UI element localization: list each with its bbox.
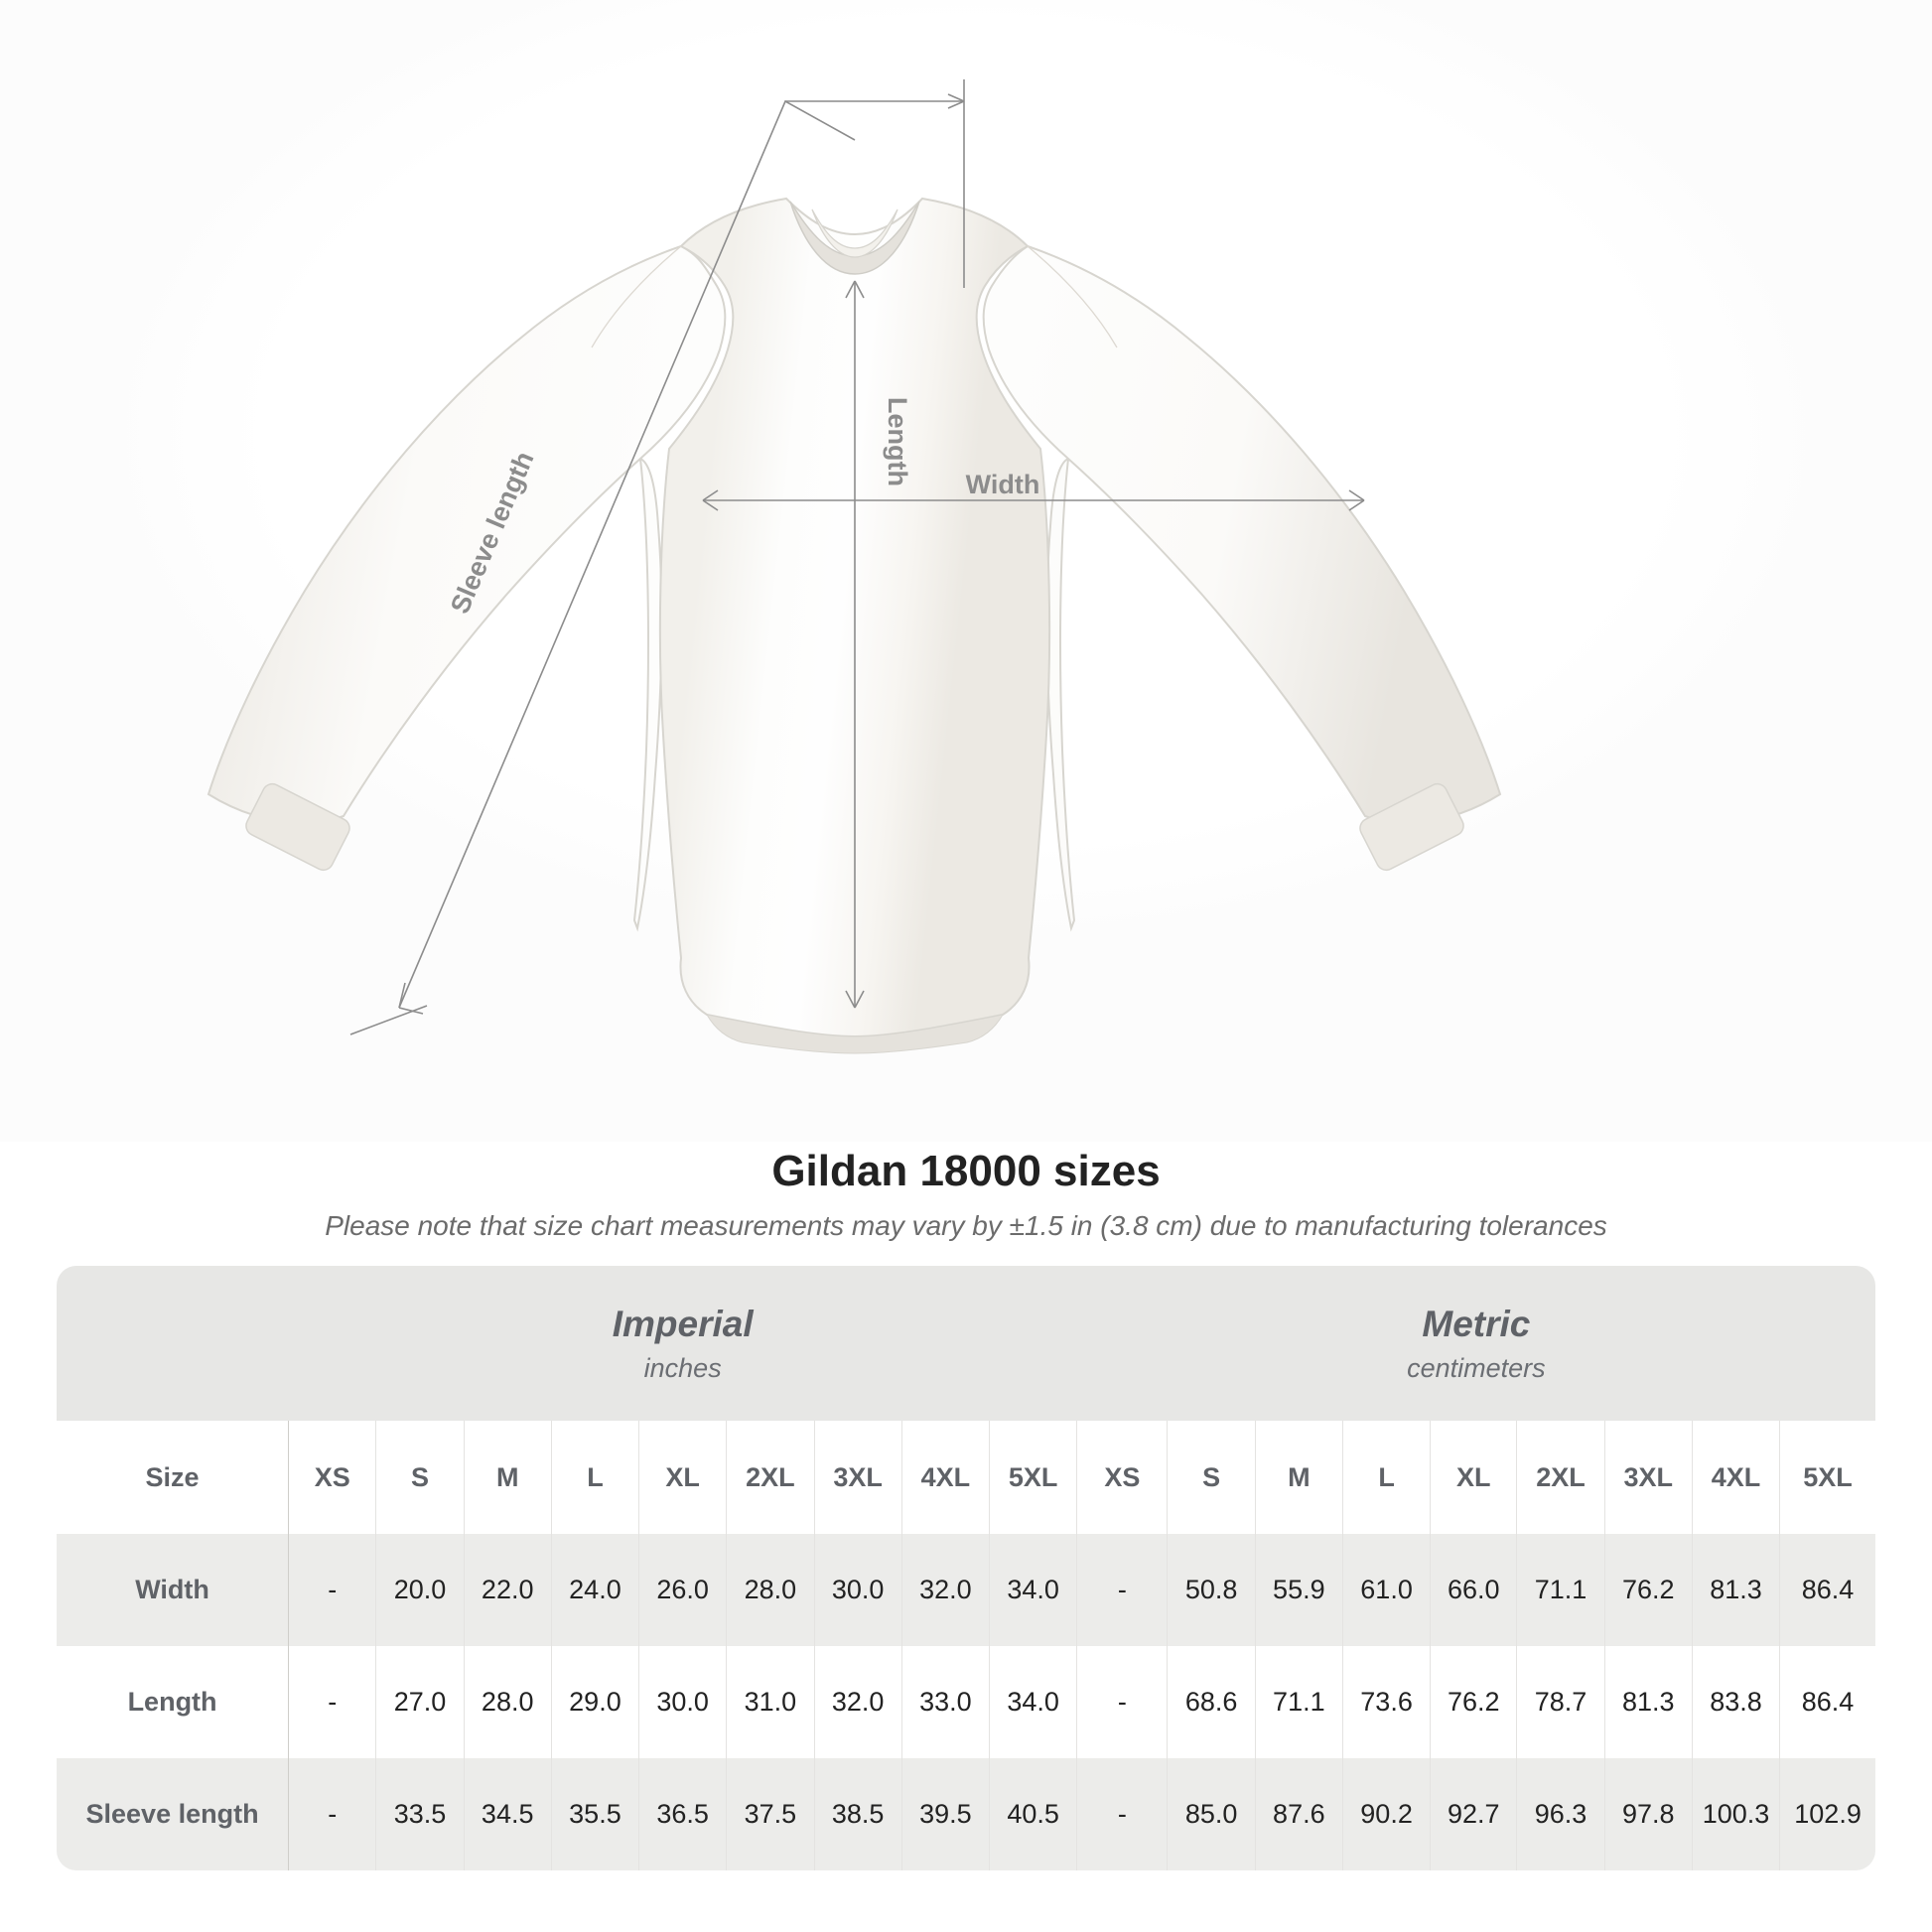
svg-text:Width: Width [966, 470, 1040, 499]
svg-text:Length: Length [883, 397, 912, 486]
